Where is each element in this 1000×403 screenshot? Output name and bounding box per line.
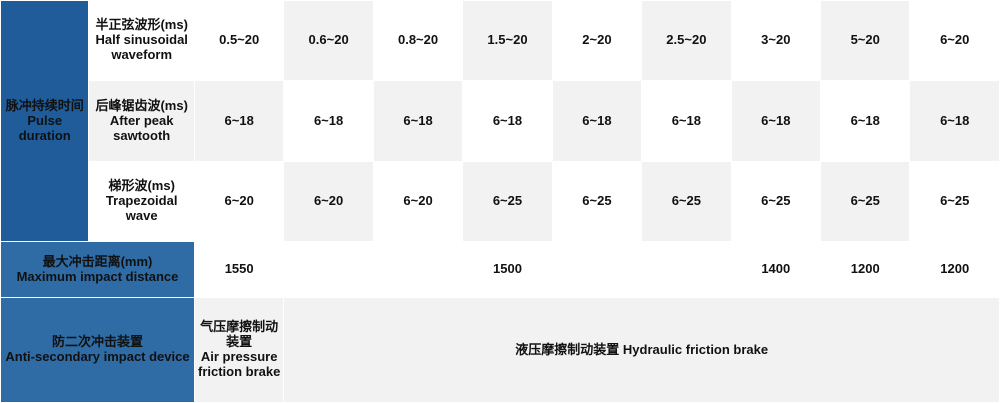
- row-header-pulse-duration-cn: 脉冲持续时间: [5, 97, 84, 113]
- cell-half-sin-2: 0.6~20: [283, 0, 374, 82]
- table-row: 梯形波(ms) Trapezoidal wave 6~20 6~20 6~20 …: [1, 160, 1000, 243]
- sub-header-half-sinusoidal: 半正弦波形(ms) Half sinusoidal waveform: [88, 0, 195, 82]
- cell-max-impact-5: 1200: [909, 241, 1000, 299]
- row-header-anti-secondary-impact-cn: 防二次冲击装置: [51, 334, 143, 350]
- row-header-max-impact-distance-en: Maximum impact distance: [16, 268, 179, 284]
- cell-anti-secondary-hydraulic-cn: 液压摩擦制动装置: [515, 341, 620, 357]
- table-row: 防二次冲击装置 Anti-secondary impact device 气压摩…: [0, 297, 1000, 403]
- cell-anti-secondary-air-en: Air pressure friction brake: [197, 349, 281, 380]
- cell-half-sin-1: 0.5~20: [193, 0, 285, 82]
- cell-sawtooth-6: 6~18: [641, 80, 732, 162]
- cell-sawtooth-3: 6~18: [372, 80, 464, 162]
- cell-half-sin-3: 0.8~20: [372, 0, 464, 82]
- sub-header-trapezoidal-wave: 梯形波(ms) Trapezoidal wave: [88, 160, 195, 243]
- cell-sawtooth-8: 6~18: [820, 80, 911, 162]
- row-header-anti-secondary-impact-en: Anti-secondary impact device: [5, 349, 190, 365]
- cell-sawtooth-5: 6~18: [551, 80, 643, 162]
- row-header-anti-secondary-impact: 防二次冲击装置 Anti-secondary impact device: [0, 297, 195, 403]
- cell-half-sin-7: 3~20: [730, 0, 822, 82]
- cell-half-sin-6: 2.5~20: [641, 0, 732, 82]
- cell-anti-secondary-hydraulic: 液压摩擦制动装置 Hydraulic friction brake: [283, 297, 1000, 403]
- sub-header-half-sinusoidal-en: Half sinusoidal waveform: [95, 32, 188, 63]
- cell-half-sin-9: 6~20: [909, 0, 1000, 82]
- cell-trapezoid-4: 6~25: [462, 160, 553, 243]
- cell-sawtooth-1: 6~18: [193, 80, 285, 162]
- cell-half-sin-5: 2~20: [551, 0, 643, 82]
- row-header-max-impact-distance: 最大冲击距离(mm) Maximum impact distance: [0, 241, 195, 299]
- cell-anti-secondary-air: 气压摩擦制动装置 Air pressure friction brake: [193, 297, 285, 403]
- cell-sawtooth-2: 6~18: [283, 80, 374, 162]
- cell-trapezoid-6: 6~25: [641, 160, 732, 243]
- sub-header-after-peak-sawtooth-en: After peak sawtooth: [109, 112, 174, 143]
- cell-trapezoid-8: 6~25: [820, 160, 911, 243]
- row-header-max-impact-distance-cn: 最大冲击距离(mm): [42, 253, 153, 269]
- cell-trapezoid-9: 6~25: [909, 160, 1000, 243]
- table-row: 脉冲持续时间 Pulse duration 半正弦波形(ms) Half sin…: [0, 0, 1000, 243]
- table-row: 后峰锯齿波(ms) After peak sawtooth 6~18 6~18 …: [1, 80, 1000, 162]
- cell-half-sin-4: 1.5~20: [462, 0, 553, 82]
- cell-max-impact-2: 1500: [283, 241, 732, 299]
- sub-header-trapezoidal-wave-en: Trapezoidal wave: [105, 193, 178, 223]
- row-header-pulse-duration: 脉冲持续时间 Pulse duration: [0, 0, 90, 243]
- cell-max-impact-1: 1550: [193, 241, 285, 299]
- cell-half-sin-8: 5~20: [820, 0, 911, 82]
- cell-trapezoid-2: 6~20: [283, 160, 374, 243]
- cell-trapezoid-7: 6~25: [730, 160, 822, 243]
- cell-anti-secondary-air-cn: 气压摩擦制动装置: [200, 319, 279, 350]
- sub-header-trapezoidal-wave-cn: 梯形波(ms): [108, 178, 175, 194]
- table-row: 最大冲击距离(mm) Maximum impact distance 1550 …: [0, 241, 1000, 299]
- sub-header-after-peak-sawtooth-cn: 后峰锯齿波(ms): [95, 97, 188, 113]
- cell-trapezoid-5: 6~25: [551, 160, 643, 243]
- cell-sawtooth-7: 6~18: [730, 80, 822, 162]
- cell-max-impact-4: 1200: [820, 241, 911, 299]
- cell-sawtooth-9: 6~18: [909, 80, 1000, 162]
- sub-header-half-sinusoidal-cn: 半正弦波形(ms): [95, 17, 188, 33]
- sub-header-after-peak-sawtooth: 后峰锯齿波(ms) After peak sawtooth: [88, 80, 195, 162]
- cell-trapezoid-3: 6~20: [372, 160, 464, 243]
- cell-sawtooth-4: 6~18: [462, 80, 553, 162]
- cell-max-impact-3: 1400: [730, 241, 822, 299]
- row-header-pulse-duration-en: Pulse duration: [18, 112, 71, 143]
- cell-trapezoid-1: 6~20: [193, 160, 285, 243]
- cell-anti-secondary-hydraulic-en: Hydraulic friction brake: [622, 341, 769, 357]
